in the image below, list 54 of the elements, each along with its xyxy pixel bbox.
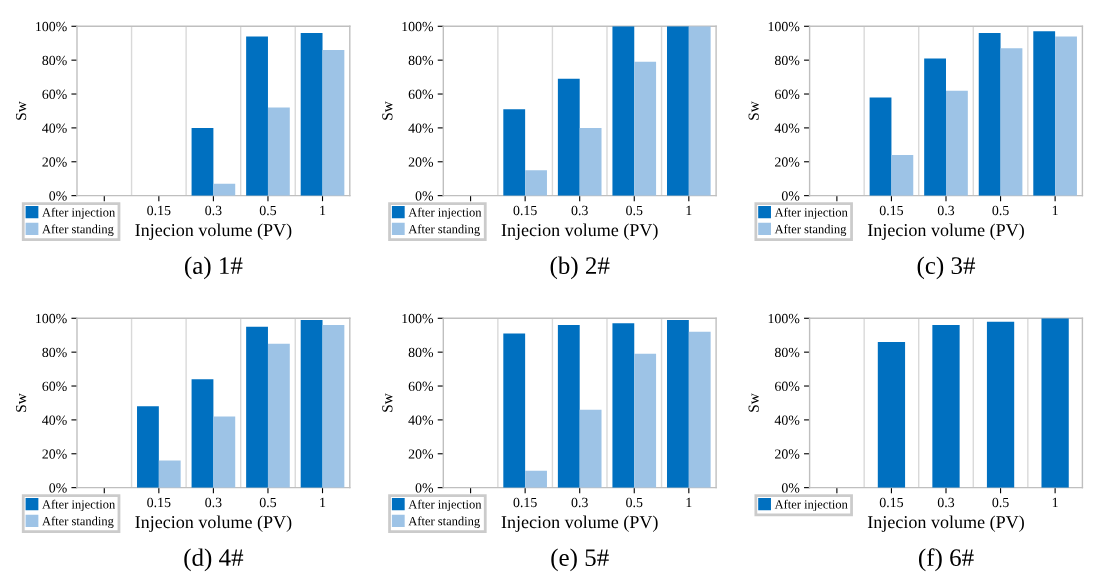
bar — [932, 325, 960, 488]
bar — [267, 107, 290, 196]
text: (d) 4# — [184, 548, 244, 572]
bar — [246, 36, 268, 196]
bar — [557, 78, 580, 196]
text: (c) 3# — [917, 256, 976, 280]
x-axis-title: Injecion volume (PV) — [135, 515, 292, 532]
bar — [525, 470, 547, 488]
bar — [503, 333, 526, 488]
bar — [158, 460, 181, 488]
bar — [667, 319, 689, 488]
bar — [612, 323, 635, 488]
bar — [869, 97, 892, 196]
bar — [191, 379, 214, 488]
text: (e) 5# — [551, 548, 609, 572]
bar — [946, 90, 968, 196]
bar — [667, 26, 689, 196]
x-axis-title: Injecion volume (PV) — [867, 223, 1024, 240]
bar — [1041, 318, 1069, 488]
bar — [1000, 48, 1023, 196]
text: (a) 1# — [185, 256, 243, 280]
bar — [924, 58, 946, 196]
bar — [634, 61, 657, 196]
bar — [300, 319, 323, 488]
bar — [986, 321, 1015, 488]
bar — [322, 49, 345, 196]
bar — [191, 127, 214, 196]
bar — [213, 416, 236, 488]
bar — [978, 33, 1001, 196]
bar — [525, 170, 547, 196]
text: (b) 2# — [550, 256, 610, 280]
bar — [579, 127, 602, 196]
bar — [322, 325, 345, 488]
bar — [877, 341, 906, 488]
bar — [300, 33, 323, 196]
bar — [557, 325, 580, 488]
bar — [503, 109, 526, 196]
bar — [688, 26, 711, 196]
x-axis-title: Injecion volume (PV) — [501, 515, 658, 532]
bar — [1055, 36, 1077, 196]
bar — [137, 406, 159, 488]
bar — [688, 331, 711, 488]
x-axis-title: Injecion volume (PV) — [867, 515, 1024, 532]
bar — [612, 26, 635, 196]
bar — [579, 409, 602, 488]
bar — [267, 343, 290, 488]
bar — [246, 326, 268, 488]
bar — [634, 353, 657, 488]
x-axis-title: Injecion volume (PV) — [135, 223, 292, 240]
x-axis-title: Injecion volume (PV) — [501, 223, 658, 240]
bar — [891, 154, 914, 196]
bar — [1033, 31, 1056, 196]
bar — [213, 183, 236, 196]
text: (f) 6# — [918, 548, 974, 572]
